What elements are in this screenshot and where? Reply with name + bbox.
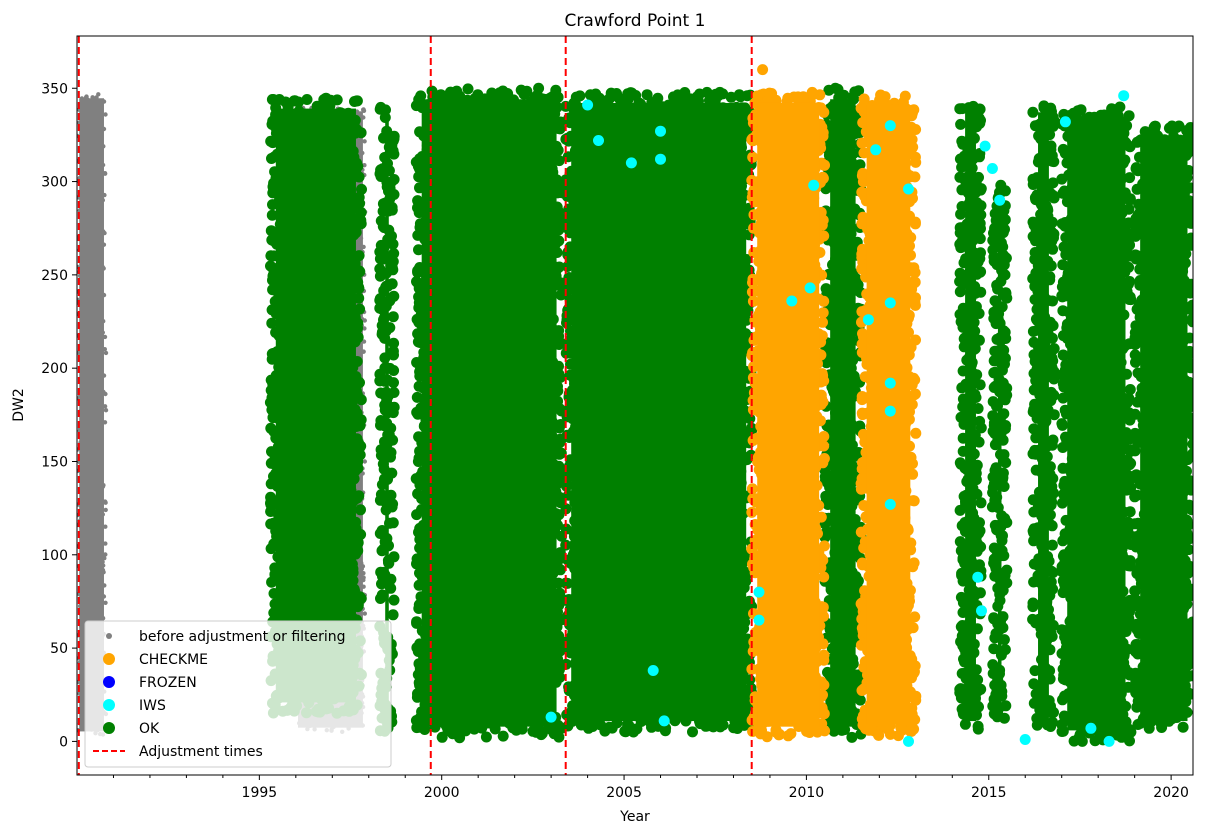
data-point: [84, 94, 89, 99]
data-point: [265, 478, 277, 490]
data-point: [362, 139, 367, 144]
data-point: [103, 507, 108, 513]
data-point: [387, 517, 399, 529]
data-point: [388, 594, 400, 606]
data-point: [374, 263, 386, 275]
data-point: [103, 541, 108, 546]
point-density-band: [421, 99, 557, 727]
data-point: [411, 391, 423, 403]
data-point: [375, 593, 386, 604]
data-point: [96, 92, 101, 97]
data-point: [266, 234, 278, 246]
data-point: [362, 318, 367, 323]
data-point: [388, 365, 400, 376]
data-point: [103, 112, 108, 117]
data-point: [387, 264, 399, 276]
data-point: [410, 100, 422, 112]
data-point: [103, 552, 108, 557]
data-point: [103, 350, 109, 356]
x-axis-label: Year: [619, 809, 650, 825]
data-point: [462, 83, 474, 95]
data-point: [266, 576, 278, 588]
data-point: [362, 611, 367, 616]
y-axis-label: DW2: [11, 388, 27, 422]
data-point: [387, 609, 399, 621]
data-point: [266, 317, 278, 329]
data-point: [374, 528, 386, 539]
data-point: [355, 504, 366, 516]
data-point: [102, 404, 108, 409]
series-ok: [264, 82, 1193, 747]
data-point: [388, 377, 399, 389]
data-point: [374, 375, 386, 387]
data-point: [301, 94, 313, 105]
data-point: [412, 195, 424, 207]
data-point: [103, 524, 108, 529]
data-point: [411, 509, 423, 521]
data-point: [265, 135, 277, 147]
data-point: [548, 728, 560, 740]
data-point: [362, 326, 367, 331]
data-point: [354, 303, 366, 315]
data-point: [265, 457, 277, 469]
data-point: [353, 171, 365, 183]
data-point: [351, 95, 363, 107]
chart-title: Crawford Point 1: [565, 11, 706, 31]
data-point: [497, 85, 509, 97]
data-point: [361, 107, 366, 112]
data-point: [375, 171, 387, 182]
point-density-band: [275, 108, 356, 703]
data-point: [388, 337, 400, 349]
data-point: [103, 408, 109, 413]
data-point: [412, 328, 424, 340]
data-point: [387, 145, 399, 157]
data-point: [266, 94, 278, 105]
data-point: [362, 459, 367, 464]
data-point: [497, 730, 509, 742]
data-point: [374, 302, 386, 314]
data-point: [103, 600, 108, 605]
data-point: [325, 94, 337, 106]
data-point: [288, 95, 300, 107]
data-point: [362, 163, 367, 168]
data-point: [412, 277, 424, 289]
data-point: [436, 731, 448, 743]
data-point: [527, 725, 539, 737]
data-point: [103, 500, 108, 505]
data-point: [355, 394, 367, 406]
